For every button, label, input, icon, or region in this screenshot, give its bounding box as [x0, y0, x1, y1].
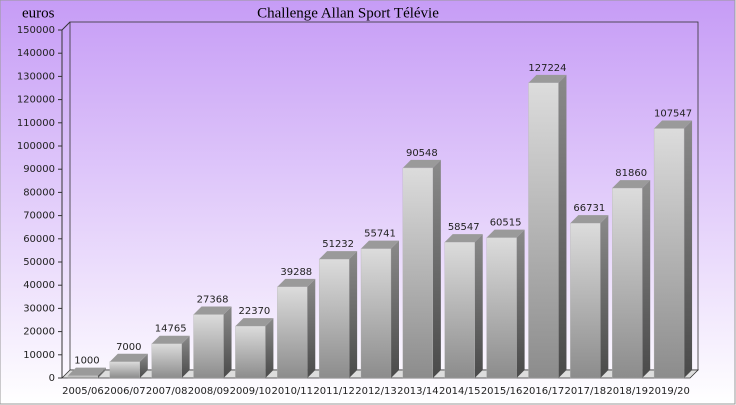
bar: [360, 248, 392, 379]
y-tick-label: 100000: [17, 141, 55, 152]
x-tick-label: 2014/15: [439, 386, 481, 397]
bar-top: [528, 74, 567, 83]
bar: [235, 325, 266, 379]
bar: [528, 82, 559, 379]
data-label: 107547: [654, 108, 692, 119]
data-label: 55741: [364, 229, 396, 240]
y-tick-label: 110000: [17, 118, 55, 129]
y-tick-label: 0: [49, 373, 55, 384]
bar-side: [642, 180, 651, 378]
x-tick-label: 2008/09: [188, 386, 230, 397]
bar: [402, 167, 434, 379]
bar-side: [516, 229, 525, 378]
bar-side: [265, 318, 274, 378]
x-tick-label: 2016/17: [523, 386, 565, 397]
bar-side: [349, 251, 358, 378]
data-label: 127224: [528, 63, 566, 74]
y-tick-label: 10000: [23, 350, 55, 361]
bar: [653, 128, 685, 379]
x-tick-label: 2012/13: [355, 386, 397, 397]
bar: [612, 187, 643, 379]
bar: [486, 237, 517, 379]
bar: [318, 258, 350, 379]
x-tick-label: 2007/08: [146, 386, 188, 397]
data-label: 58547: [448, 222, 480, 233]
x-tick-label: 2005/06: [62, 386, 104, 397]
y-axis-label: euros: [22, 5, 55, 21]
data-label: 22370: [238, 306, 270, 317]
data-label: 14765: [155, 324, 187, 335]
y-tick-label: 30000: [23, 303, 55, 314]
x-tick-label: 2010/11: [271, 386, 313, 397]
bar-side: [432, 159, 441, 378]
bar: [570, 223, 601, 379]
bar-top: [319, 251, 358, 260]
y-tick-label: 130000: [17, 71, 55, 82]
bar-side: [97, 367, 106, 378]
bar-top: [654, 120, 693, 129]
bar-top: [151, 335, 190, 344]
bar-side: [600, 215, 609, 378]
bar-side: [391, 240, 399, 378]
bar: [193, 314, 224, 379]
data-label: 1000: [74, 356, 99, 367]
data-label: 51232: [322, 239, 354, 250]
x-tick-label: 2006/07: [104, 386, 146, 397]
x-tick-label: 2011/12: [313, 386, 355, 397]
bar-side: [181, 335, 190, 378]
x-tick-label: 2018/19: [606, 386, 648, 397]
bar-top: [109, 353, 148, 362]
bar-side: [223, 306, 232, 378]
bar: [151, 343, 182, 379]
y-tick-label: 80000: [23, 187, 55, 198]
y-tick-label: 140000: [17, 48, 55, 59]
y-tick-label: 70000: [23, 211, 55, 222]
data-label: 39288: [280, 267, 312, 278]
chart-title: Challenge Allan Sport Télévie: [257, 5, 439, 21]
bar-top: [570, 215, 609, 224]
x-tick-label: 2015/16: [481, 386, 523, 397]
bar: [444, 242, 475, 379]
bar-top: [444, 234, 483, 243]
y-tick-label: 60000: [23, 234, 55, 245]
x-tick-label: 2009/10: [230, 386, 272, 397]
y-tick-label: 150000: [17, 25, 55, 36]
bar-side: [139, 353, 148, 378]
bar-top: [193, 306, 232, 315]
y-tick-label: 50000: [23, 257, 55, 268]
bar-top: [277, 278, 316, 287]
bar-side: [558, 74, 567, 378]
bar-top: [235, 318, 274, 327]
data-label: 60515: [490, 218, 522, 229]
data-label: 81860: [615, 168, 647, 179]
data-label: 7000: [116, 342, 141, 353]
x-tick-label: 2013/14: [397, 386, 439, 397]
x-tick-label: 2019/20: [648, 386, 690, 397]
data-label: 66731: [573, 203, 605, 214]
data-label: 27368: [197, 295, 229, 306]
bar-top: [67, 367, 106, 376]
bar-top: [402, 159, 441, 168]
bar-top: [486, 229, 525, 238]
y-tick-label: 120000: [17, 95, 55, 106]
y-tick-label: 20000: [23, 327, 55, 338]
x-tick-label: 2017/18: [565, 386, 607, 397]
y-tick-label: 40000: [23, 280, 55, 291]
bar: [277, 286, 308, 379]
bar-side: [307, 278, 316, 378]
bar-side: [474, 234, 483, 378]
bar-top: [361, 240, 399, 249]
data-label: 90548: [406, 148, 438, 159]
axis-edge: [61, 21, 71, 31]
bar: [109, 361, 140, 379]
bar-side: [684, 120, 693, 378]
bar-top: [612, 180, 651, 189]
bar: [67, 375, 99, 379]
y-tick-label: 90000: [23, 164, 55, 175]
